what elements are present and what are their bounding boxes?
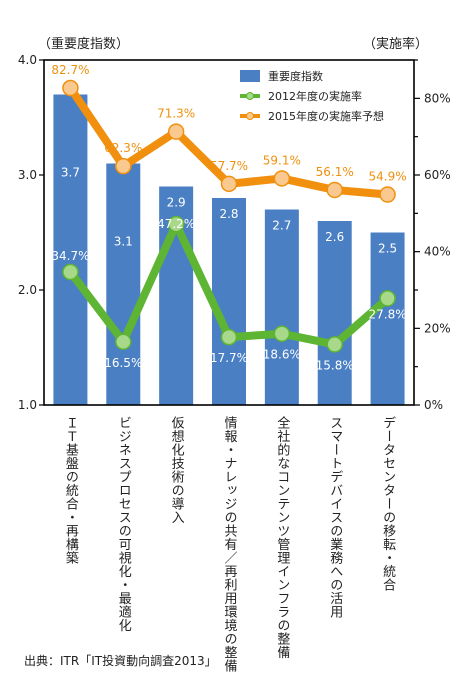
data-point	[115, 157, 132, 175]
y-left-tick-label: 1.0	[18, 398, 37, 412]
line-value-label-2012: 17.7%	[210, 351, 248, 365]
bar-value-label: 3.1	[114, 235, 133, 249]
line-value-label-2015: 57.7%	[210, 159, 248, 173]
data-point	[326, 336, 343, 353]
bar-value-label: 2.6	[325, 230, 344, 244]
line-value-label-2012: 27.8%	[369, 307, 407, 321]
bar	[317, 221, 352, 405]
category-label: ＩＴ基盤の統合・再構築	[63, 416, 79, 565]
bar-value-label: 2.9	[167, 196, 186, 210]
category-label: 情報・ナレッジの共有／再利用環境の整備	[222, 416, 238, 673]
line-value-label-2015: 82.7%	[51, 63, 89, 77]
bar	[53, 94, 88, 405]
bar-value-label: 2.7	[272, 219, 291, 233]
data-point	[115, 333, 132, 350]
legend-marker	[246, 112, 254, 120]
line-value-label-2012: 34.7%	[51, 249, 89, 263]
bar	[106, 163, 141, 405]
bar	[264, 209, 299, 405]
y-left-tick-label: 4.0	[18, 53, 37, 67]
data-point	[273, 325, 291, 342]
legend-marker	[246, 92, 254, 100]
category-label: データセンターの移転・統合	[380, 416, 396, 592]
bar-value-label: 2.5	[378, 242, 397, 256]
data-point	[379, 186, 396, 203]
data-point	[167, 123, 185, 140]
bar-value-label: 3.7	[61, 166, 80, 180]
data-point	[62, 79, 79, 97]
category-label: ビジネスプロセスの可視化・最適化	[116, 416, 131, 633]
data-point	[326, 181, 343, 199]
legend-label-2015: 2015年度の実施率予想	[268, 109, 384, 123]
data-point	[273, 170, 291, 187]
data-point	[220, 328, 238, 346]
line-value-label-2012: 16.5%	[104, 356, 142, 370]
y-left-tick-label: 3.0	[18, 168, 37, 182]
line-value-label-2015: 56.1%	[316, 165, 354, 179]
bar	[212, 198, 246, 405]
line-value-label-2012: 47.2%	[157, 217, 195, 231]
data-point	[220, 175, 238, 193]
bar-value-label: 2.8	[219, 207, 238, 221]
line-value-label-2012: 15.8%	[316, 358, 354, 372]
y-right-axis-title: （実施率）	[363, 36, 428, 52]
source-note: 出典：ITR「IT投資動向調査2013」	[24, 654, 217, 668]
line-value-label-2015: 62.3%	[104, 141, 142, 155]
category-label: 仮想化技術の導入	[169, 416, 185, 524]
y-right-tick-label: 60%	[424, 168, 451, 182]
line-value-label-2015: 59.1%	[263, 153, 301, 167]
line-value-label-2015: 71.3%	[157, 107, 195, 121]
y-right-tick-label: 40%	[424, 245, 451, 259]
data-point	[379, 290, 396, 307]
line-value-label-2015: 54.9%	[369, 170, 407, 184]
y-right-tick-label: 80%	[424, 91, 451, 105]
plot-frame	[43, 59, 415, 406]
legend-label-2012: 2012年度の実施率	[268, 89, 362, 103]
line-value-label-2012: 18.6%	[263, 348, 301, 362]
legend-swatch-bar	[240, 70, 260, 82]
data-point	[167, 215, 185, 233]
y-left-axis-title: （重要度指数）	[38, 36, 129, 52]
legend-label-bar: 重要度指数	[268, 69, 323, 83]
y-right-tick-label: 0%	[424, 398, 443, 412]
category-label: 全社的なコンテンツ管理インフラの整備	[274, 415, 290, 659]
y-left-tick-label: 2.0	[18, 283, 37, 297]
category-label: スマートデバイスの業務への活用	[327, 416, 343, 619]
y-right-tick-label: 20%	[424, 321, 451, 335]
data-point	[62, 263, 79, 281]
bar	[370, 232, 405, 405]
